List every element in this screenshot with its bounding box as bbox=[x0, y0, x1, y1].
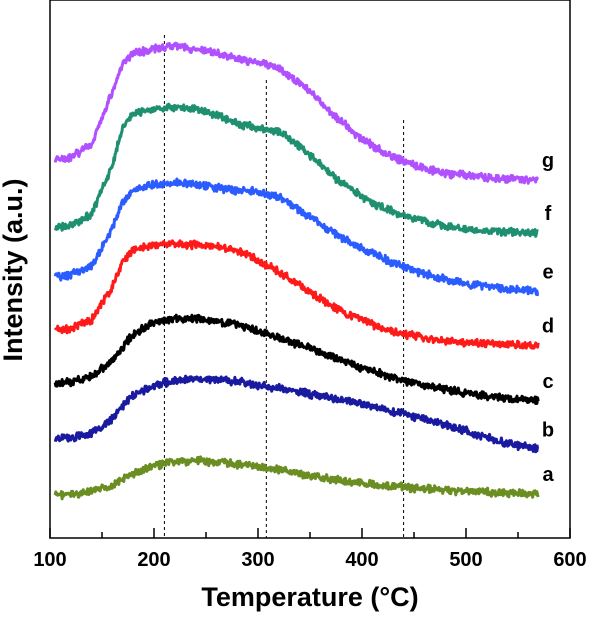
series-labels: a b c d e f g bbox=[542, 150, 555, 486]
series-line-d bbox=[53, 239, 540, 350]
plot-frame bbox=[49, 0, 571, 539]
y-axis-title: Intensity (a.u.) bbox=[0, 178, 28, 361]
x-axis-title: Temperature (°C) bbox=[201, 582, 418, 612]
series-label-f: f bbox=[545, 203, 552, 225]
series-label-d: d bbox=[542, 316, 554, 338]
series-curves bbox=[53, 41, 540, 501]
series-label-a: a bbox=[542, 464, 554, 486]
series-label-g: g bbox=[542, 150, 554, 172]
series-line-c bbox=[53, 313, 540, 405]
x-tick-label-400: 400 bbox=[345, 549, 378, 571]
reference-lines bbox=[163, 35, 405, 538]
series-line-e bbox=[53, 177, 540, 297]
series-line-f bbox=[53, 102, 540, 238]
x-axis-tick-labels: 100 200 300 400 500 600 bbox=[33, 549, 586, 571]
x-axis-ticks bbox=[49, 528, 571, 538]
x-tick-label-100: 100 bbox=[33, 549, 66, 571]
series-line-a bbox=[53, 455, 540, 501]
series-line-b bbox=[53, 374, 540, 454]
series-label-e: e bbox=[542, 261, 553, 283]
series-line-g bbox=[53, 41, 540, 185]
x-tick-label-600: 600 bbox=[553, 549, 586, 571]
series-label-c: c bbox=[542, 371, 553, 393]
x-tick-label-300: 300 bbox=[241, 549, 274, 571]
x-tick-label-200: 200 bbox=[137, 549, 170, 571]
series-label-b: b bbox=[542, 419, 554, 441]
x-tick-label-500: 500 bbox=[449, 549, 482, 571]
